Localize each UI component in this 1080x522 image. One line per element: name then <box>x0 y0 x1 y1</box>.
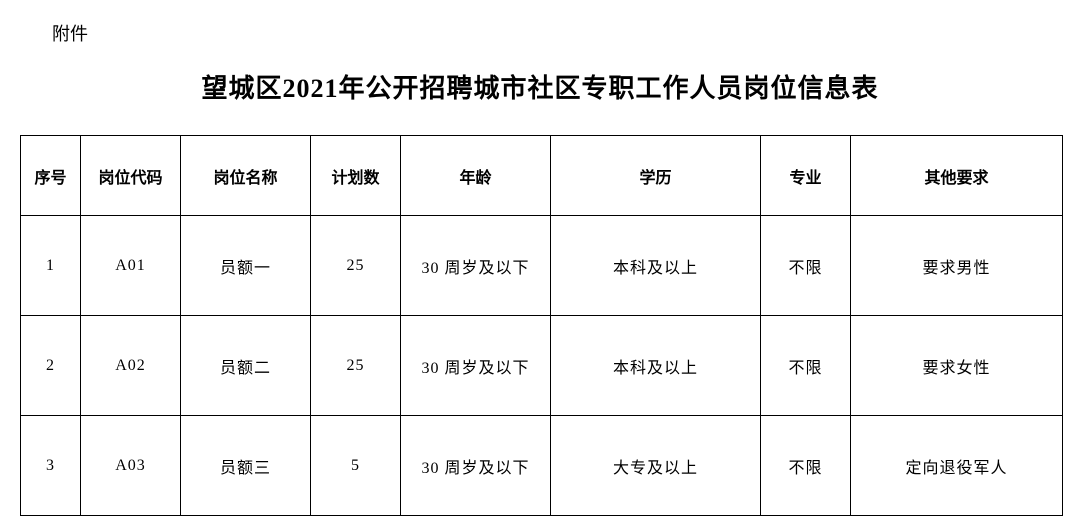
cell-count: 5 <box>311 416 401 516</box>
col-header-count: 计划数 <box>311 136 401 216</box>
cell-age: 30 周岁及以下 <box>401 416 551 516</box>
cell-index: 3 <box>21 416 81 516</box>
cell-major: 不限 <box>761 416 851 516</box>
table-header-row: 序号 岗位代码 岗位名称 计划数 年龄 学历 专业 其他要求 <box>21 136 1063 216</box>
col-header-other: 其他要求 <box>851 136 1063 216</box>
col-header-major: 专业 <box>761 136 851 216</box>
table-row: 2 A02 员额二 25 30 周岁及以下 本科及以上 不限 要求女性 <box>21 316 1063 416</box>
cell-major: 不限 <box>761 316 851 416</box>
page-title: 望城区2021年公开招聘城市社区专职工作人员岗位信息表 <box>20 68 1060 105</box>
positions-table: 序号 岗位代码 岗位名称 计划数 年龄 学历 专业 其他要求 1 A01 员额一… <box>20 135 1063 516</box>
cell-count: 25 <box>311 316 401 416</box>
col-header-age: 年龄 <box>401 136 551 216</box>
col-header-name: 岗位名称 <box>181 136 311 216</box>
cell-index: 1 <box>21 216 81 316</box>
table-row: 3 A03 员额三 5 30 周岁及以下 大专及以上 不限 定向退役军人 <box>21 416 1063 516</box>
cell-age: 30 周岁及以下 <box>401 216 551 316</box>
cell-code: A01 <box>81 216 181 316</box>
cell-name: 员额三 <box>181 416 311 516</box>
cell-other: 定向退役军人 <box>851 416 1063 516</box>
cell-age: 30 周岁及以下 <box>401 316 551 416</box>
cell-code: A03 <box>81 416 181 516</box>
col-header-index: 序号 <box>21 136 81 216</box>
cell-name: 员额一 <box>181 216 311 316</box>
cell-count: 25 <box>311 216 401 316</box>
cell-other: 要求男性 <box>851 216 1063 316</box>
cell-name: 员额二 <box>181 316 311 416</box>
cell-other: 要求女性 <box>851 316 1063 416</box>
cell-code: A02 <box>81 316 181 416</box>
cell-education: 大专及以上 <box>551 416 761 516</box>
cell-index: 2 <box>21 316 81 416</box>
cell-major: 不限 <box>761 216 851 316</box>
table-row: 1 A01 员额一 25 30 周岁及以下 本科及以上 不限 要求男性 <box>21 216 1063 316</box>
col-header-code: 岗位代码 <box>81 136 181 216</box>
attachment-label: 附件 <box>52 20 1060 46</box>
col-header-education: 学历 <box>551 136 761 216</box>
cell-education: 本科及以上 <box>551 216 761 316</box>
cell-education: 本科及以上 <box>551 316 761 416</box>
